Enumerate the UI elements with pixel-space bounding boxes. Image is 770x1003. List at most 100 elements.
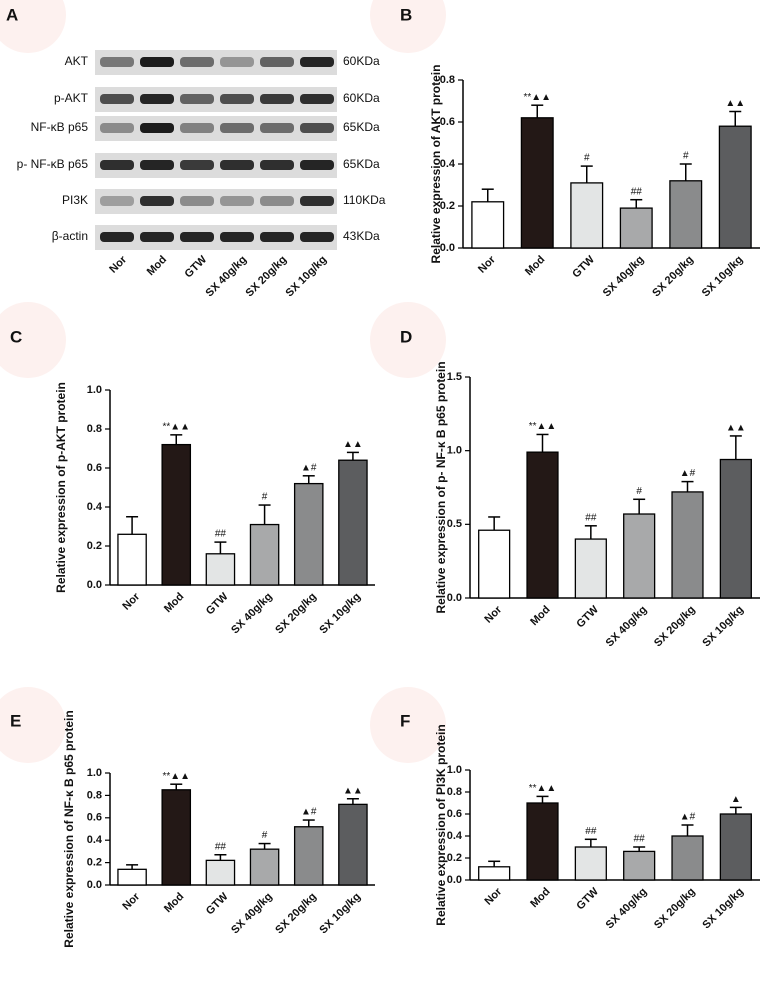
blot-band xyxy=(100,196,134,206)
x-tick-label: GTW xyxy=(570,253,597,280)
bar xyxy=(574,846,607,881)
x-tick-label: SX 10g/kg xyxy=(317,891,363,937)
blot-band xyxy=(300,57,334,67)
x-tick-label: Nor xyxy=(120,590,142,612)
y-tick-label: 1.0 xyxy=(87,767,102,779)
blot-strip xyxy=(95,50,337,75)
bar xyxy=(249,523,280,586)
annotation: **▲▲ xyxy=(162,421,190,432)
blot-band xyxy=(100,160,134,170)
x-tick-label: SX 20g/kg xyxy=(273,591,319,637)
blot-band xyxy=(180,94,214,104)
bar xyxy=(669,180,703,249)
x-tick-label: SX 20g/kg xyxy=(652,604,698,650)
annotation: **▲▲ xyxy=(523,92,551,103)
bar xyxy=(623,850,656,881)
blot-band xyxy=(300,94,334,104)
bar xyxy=(574,538,607,599)
annotation: ▲# xyxy=(680,468,696,479)
x-tick-label: SX 40g/kg xyxy=(229,591,275,637)
bar xyxy=(619,207,653,249)
bar xyxy=(478,866,511,881)
x-tick-label: SX 10g/kg xyxy=(317,591,363,637)
blot-strip xyxy=(95,87,337,112)
decor-circle xyxy=(370,687,446,763)
blot-strip xyxy=(95,116,337,141)
x-tick-label: SX 40g/kg xyxy=(229,891,275,937)
annotation: ## xyxy=(631,186,643,197)
x-tick-label: Mod xyxy=(528,604,552,628)
blot-row-label: β-actin xyxy=(52,229,88,243)
blot-band xyxy=(140,196,174,206)
blot-row-label: p- NF-κB p65 xyxy=(17,157,89,171)
x-tick-label: Mod xyxy=(523,254,547,278)
y-tick-label: 0.0 xyxy=(87,579,102,591)
y-tick-label: 1.0 xyxy=(447,764,462,776)
panel-label: D xyxy=(400,327,412,346)
blot-band xyxy=(140,94,174,104)
blot-band xyxy=(100,123,134,133)
blot-band xyxy=(180,57,214,67)
bar xyxy=(623,513,656,599)
annotation: ▲# xyxy=(301,462,317,473)
y-axis-title: Relative expression of AKT protein xyxy=(429,65,443,264)
panel-label: A xyxy=(6,5,18,24)
x-tick-label: Mod xyxy=(528,886,552,910)
panel-label: B xyxy=(400,5,412,24)
bar xyxy=(117,533,147,586)
blot-lane-label: GTW xyxy=(183,253,210,280)
bar xyxy=(471,201,505,249)
y-tick-label: 0.0 xyxy=(447,874,462,886)
blot-band xyxy=(140,123,174,133)
x-tick-label: SX 40g/kg xyxy=(604,604,650,650)
bar xyxy=(161,443,192,586)
blot-size: 43KDa xyxy=(343,229,380,243)
blot-strip xyxy=(95,225,337,250)
annotation: **▲▲ xyxy=(529,421,557,432)
x-tick-label: Nor xyxy=(482,603,504,625)
bar xyxy=(719,813,752,881)
blot-band xyxy=(220,57,254,67)
y-tick-label: 1.5 xyxy=(447,371,462,383)
annotation: ▲▲ xyxy=(726,423,746,434)
annotation: # xyxy=(636,486,642,497)
decor-circle xyxy=(0,687,66,763)
y-tick-label: 0.5 xyxy=(447,518,462,530)
blot-row-label: PI3K xyxy=(62,193,88,207)
bar xyxy=(338,459,368,586)
bar xyxy=(205,553,236,586)
blot-strip xyxy=(95,153,337,178)
x-tick-label: GTW xyxy=(204,890,231,917)
y-axis-title: Relative expression of p-AKT protein xyxy=(54,382,68,593)
y-tick-label: 1.0 xyxy=(87,384,102,396)
blot-lane-label: Mod xyxy=(145,254,169,278)
x-tick-label: Mod xyxy=(162,891,186,915)
x-tick-label: Nor xyxy=(120,890,142,912)
x-tick-label: Nor xyxy=(476,253,498,275)
y-tick-label: 0.8 xyxy=(447,786,462,798)
blot-lane-label: Nor xyxy=(107,253,129,275)
y-tick-label: 0.6 xyxy=(440,116,455,128)
blot-lane-label: SX 10g/kg xyxy=(284,254,330,300)
annotation: ## xyxy=(215,529,227,540)
blot-band xyxy=(220,196,254,206)
blot-band xyxy=(220,160,254,170)
annotation: # xyxy=(262,492,268,503)
blot-band xyxy=(100,232,134,242)
annotation: ▲# xyxy=(680,812,696,823)
y-tick-label: 0.4 xyxy=(87,834,103,846)
decor-circle xyxy=(370,302,446,378)
annotation: **▲▲ xyxy=(529,783,557,794)
blot-band xyxy=(300,160,334,170)
blot-band xyxy=(180,196,214,206)
y-tick-label: 0.2 xyxy=(87,540,102,552)
blot-band xyxy=(220,123,254,133)
bar xyxy=(249,848,280,886)
blot-band xyxy=(140,160,174,170)
decor-circle xyxy=(0,0,66,53)
bar xyxy=(671,835,704,881)
blot-size: 65KDa xyxy=(343,157,380,171)
blot-band xyxy=(220,94,254,104)
bar xyxy=(719,458,752,599)
bar xyxy=(293,482,324,586)
